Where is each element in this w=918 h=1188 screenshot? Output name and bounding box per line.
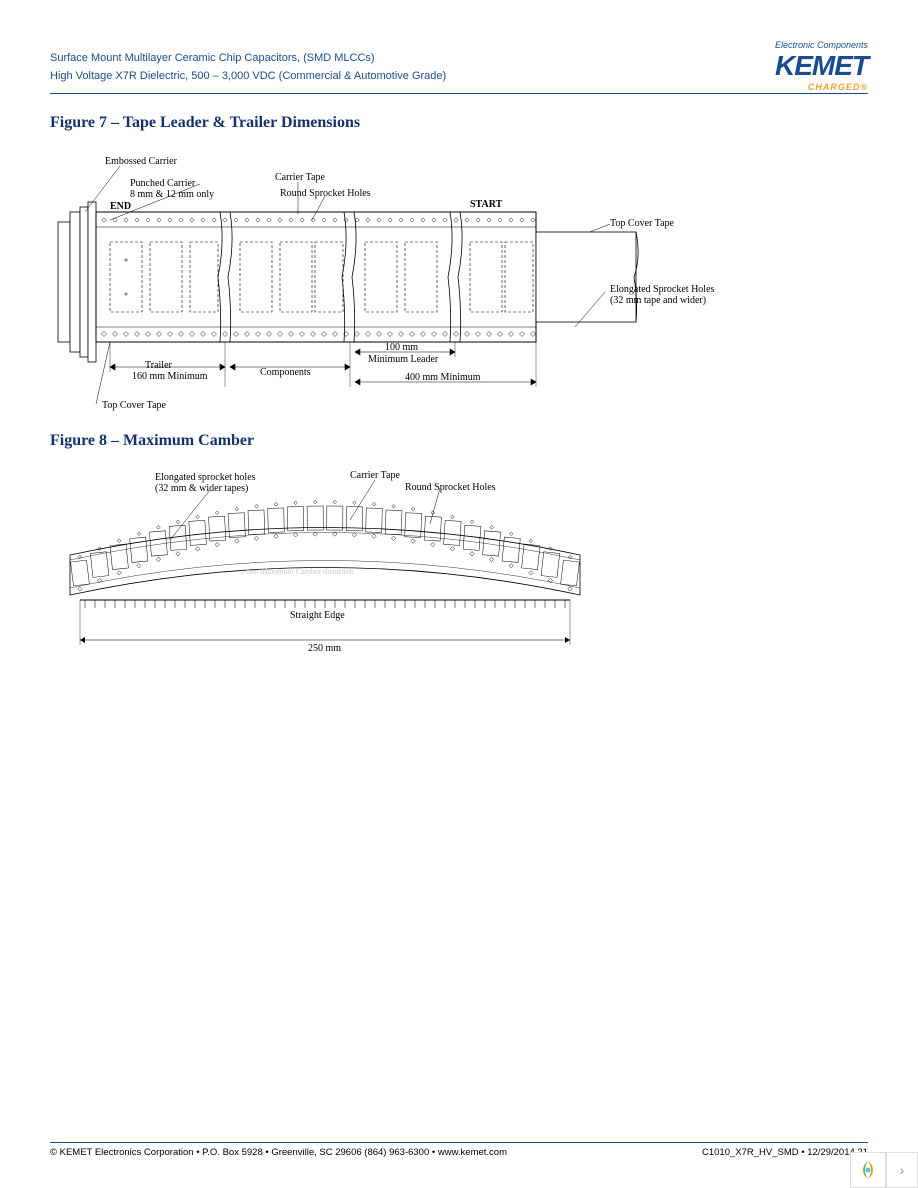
label-top-cover-tape: Top Cover Tape [610,218,674,229]
label-f8-elongated2: (32 mm & wider tapes) [155,483,248,494]
nav-next-button[interactable]: › [886,1152,918,1188]
label-f8-straight-edge: Straight Edge [290,610,345,621]
label-embossed-carrier: Embossed Carrier [105,156,177,167]
footer-right: C1010_X7R_HV_SMD • 12/29/2014 21 [702,1147,868,1158]
header-line1: Surface Mount Multilayer Ceramic Chip Ca… [50,50,868,68]
label-leader-400: 400 mm Minimum [405,372,481,383]
figure8-svg [50,460,610,660]
nav-widget: › [850,1152,918,1188]
label-punched-carrier: Punched Carrier [130,178,195,189]
label-leader-min: Minimum Leader [368,354,438,365]
label-start: START [470,199,502,210]
label-f8-round-sprocket: Round Sprocket Holes [405,482,496,493]
label-trailer2: 160 mm Minimum [132,371,208,382]
label-trailer: Trailer [145,360,172,371]
logo-tagline: Electronic Components [775,40,868,50]
label-leader-100: 100 mm [385,342,418,353]
nav-logo-icon[interactable] [850,1152,886,1188]
logo-text: KEMET [775,50,868,82]
label-top-cover-tape2: Top Cover Tape [102,400,166,411]
label-components: Components [260,367,311,378]
figure8-diagram: Elongated sprocket holes (32 mm & wider … [50,460,868,660]
label-elongated2: (32 mm tape and wider) [610,295,706,306]
kemet-logo: Electronic Components KEMET CHARGED® [775,40,868,92]
header-rule [50,93,868,94]
label-punched-carrier2: 8 mm & 12 mm only [130,189,214,200]
page-header: Surface Mount Multilayer Ceramic Chip Ca… [50,50,868,85]
label-elongated: Elongated Sprocket Holes [610,284,714,295]
label-f8-length: 250 mm [308,643,341,654]
figure7-title: Figure 7 – Tape Leader & Trailer Dimensi… [50,114,868,132]
page-footer: © KEMET Electronics Corporation • P.O. B… [50,1142,868,1158]
figure7-diagram: Embossed Carrier Punched Carrier 8 mm & … [50,142,868,422]
label-carrier-tape: Carrier Tape [275,172,325,183]
header-line2: High Voltage X7R Dielectric, 500 – 3,000… [50,68,868,86]
label-f8-camber-note: 1 mm Maximum Camber distortion [240,567,354,576]
figure8-title: Figure 8 – Maximum Camber [50,432,868,450]
footer-left: © KEMET Electronics Corporation • P.O. B… [50,1147,507,1158]
label-end: END [110,201,131,212]
label-f8-carrier-tape: Carrier Tape [350,470,400,481]
header-text: Surface Mount Multilayer Ceramic Chip Ca… [50,50,868,85]
logo-subtext: CHARGED® [775,82,868,92]
chevron-right-icon: › [900,1162,905,1178]
label-round-sprocket: Round Sprocket Holes [280,188,371,199]
label-f8-elongated: Elongated sprocket holes [155,472,256,483]
footer-rule [50,1142,868,1143]
